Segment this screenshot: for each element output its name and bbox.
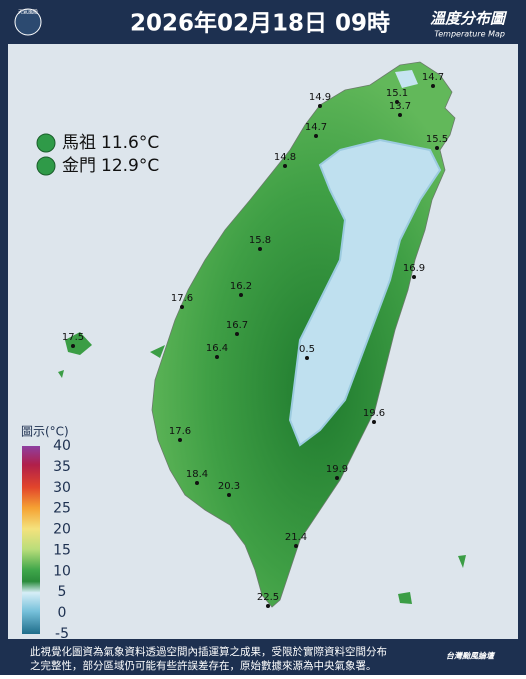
station-temp: 16.2 [230, 281, 252, 292]
station-temp: 17.6 [169, 426, 191, 437]
station-temp: 17.5 [62, 332, 84, 343]
legend-tick: 30 [53, 480, 71, 496]
footer-note: 此視覺化圖資為氣象資料透過空間內插運算之成果，受限於實際資料空間分布之完整性，部… [30, 645, 387, 672]
station-temp: 13.7 [389, 101, 411, 112]
legend-tick: 0 [58, 605, 67, 621]
station-dot [318, 104, 322, 108]
station-dot [71, 344, 75, 348]
legend-tick: 40 [53, 438, 71, 454]
green-island [398, 592, 412, 604]
station-dot [314, 134, 318, 138]
logo-text: 天氣風險 [18, 9, 38, 16]
color-bar [22, 446, 40, 634]
station-dot [372, 420, 376, 424]
station-temp: 20.3 [218, 481, 240, 492]
orchid-island [458, 555, 466, 568]
island-label: 馬祖 11.6°C [62, 133, 159, 153]
legend-tick: 15 [53, 542, 71, 558]
island-marker [36, 133, 56, 153]
station-temp: 14.8 [274, 152, 296, 163]
station-temp: 21.4 [285, 532, 307, 543]
station-dot [294, 544, 298, 548]
legend-tick: 5 [58, 584, 67, 600]
station-temp: 17.6 [171, 293, 193, 304]
brand: 台灣颱風論壇 [446, 651, 496, 661]
legend-tick: 25 [53, 501, 71, 517]
legend-tick: 10 [53, 563, 71, 579]
island-value: 12.9°C [101, 156, 159, 176]
station-temp: 15.5 [426, 134, 448, 145]
station-temp: 19.6 [363, 408, 385, 419]
station-dot [412, 275, 416, 279]
station-temp: 16.7 [226, 320, 248, 331]
island-value: 11.6°C [101, 133, 159, 153]
station-temp: 15.8 [249, 235, 271, 246]
station-temp: 16.9 [403, 263, 425, 274]
station-dot [180, 305, 184, 309]
station-dot [227, 493, 231, 497]
station-dot [431, 84, 435, 88]
station-temp: 19.9 [326, 464, 348, 475]
map-subtitle: Temperature Map [434, 30, 505, 39]
station-dot [235, 332, 239, 336]
station-dot [239, 293, 243, 297]
station-temp: 14.9 [309, 92, 331, 103]
note-line: 此視覺化圖資為氣象資料透過空間內插運算之成果，受限於實際資料空間分布 [30, 645, 387, 658]
island-name: 馬祖 [62, 133, 96, 153]
station-temp: 14.7 [422, 72, 444, 83]
station-dot [215, 355, 219, 359]
logo [14, 8, 42, 36]
station-temp: 18.4 [186, 469, 208, 480]
legend-tick: 35 [53, 459, 71, 475]
map-title: 溫度分布圖 [430, 10, 508, 28]
station-temp: 22.5 [257, 592, 279, 603]
station-dot [258, 247, 262, 251]
station-dot [398, 113, 402, 117]
station-dot [395, 100, 399, 104]
island-name: 金門 [62, 156, 96, 176]
outlying-islands: 馬祖 11.6°C金門 12.9°C [36, 133, 159, 176]
legend-ticks: 40 35 30 25 20 15 10 5 0 -5 [53, 438, 71, 642]
legend-tick: 20 [53, 522, 71, 538]
legend-tick: -5 [55, 626, 69, 642]
station-dot [195, 481, 199, 485]
station-dot [283, 164, 287, 168]
station-dot [335, 476, 339, 480]
island-marker [36, 156, 56, 176]
penghu [58, 332, 165, 378]
stations: 14.7 15.1 13.7 14.9 14.7 15.5 14.8 15.8 16.9 16.2… [62, 72, 448, 608]
legend-title: 圖示(°C) [21, 425, 69, 439]
title: 2026年02月18日 09時 [130, 10, 390, 37]
station-dot [178, 438, 182, 442]
station-temp: 15.1 [386, 88, 408, 99]
station-temp: 0.5 [299, 344, 315, 355]
cold-zone-north [395, 70, 418, 88]
station-temp: 16.4 [206, 343, 228, 354]
station-dot [305, 356, 309, 360]
station-temp: 14.7 [305, 122, 327, 133]
note-line: 之完整性，部分區域仍可能有些許誤差存在，原始數據來源為中央氣象署。 [30, 659, 377, 672]
island-label: 金門 12.9°C [62, 156, 159, 176]
station-dot [266, 604, 270, 608]
station-dot [435, 146, 439, 150]
mountain-cold-zone [288, 138, 442, 447]
